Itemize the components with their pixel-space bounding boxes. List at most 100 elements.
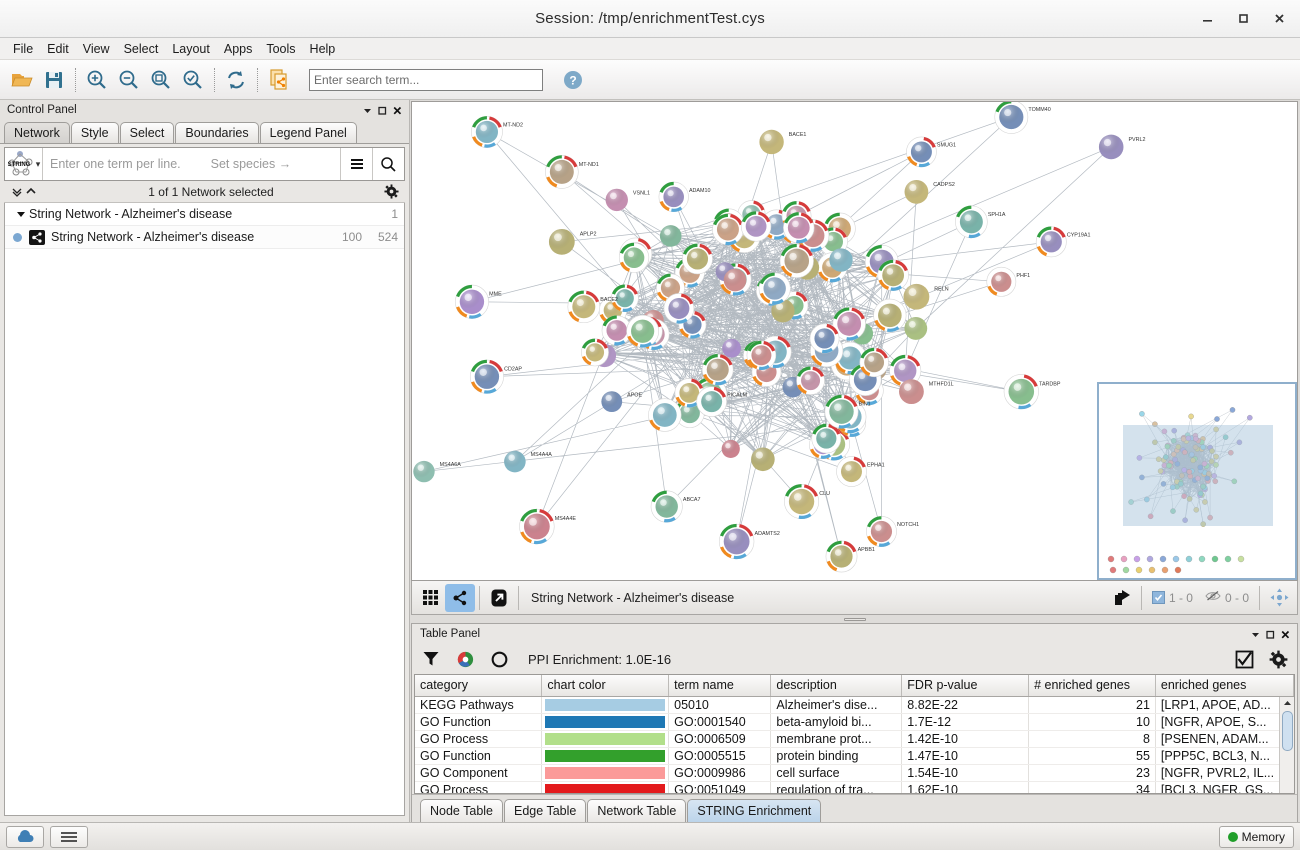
cell-fdr: 1.54E-10 xyxy=(901,764,1030,782)
table-row[interactable]: GO Process GO:0006509 membrane prot... 1.42… xyxy=(415,730,1294,748)
memory-status-button[interactable]: Memory xyxy=(1218,825,1294,848)
table-row[interactable]: GO Function GO:0005515 protein binding 1.47… xyxy=(415,747,1294,765)
export-image-icon[interactable] xyxy=(1107,584,1137,612)
string-logo-icon[interactable]: STRING ▾ xyxy=(5,148,43,180)
maximize-icon[interactable] xyxy=(1226,4,1260,34)
search-input[interactable]: Enter search term... xyxy=(309,68,543,91)
enrichment-table-rows[interactable]: KEGG Pathways 05010 Alzheimer's dise... 8.8… xyxy=(415,696,1294,793)
close-panel-icon[interactable] xyxy=(390,103,405,118)
panel-splitter[interactable] xyxy=(410,615,1300,623)
donut-ring-icon[interactable] xyxy=(488,648,510,670)
tab-select[interactable]: Select xyxy=(119,122,175,143)
tab-edge-table[interactable]: Edge Table xyxy=(504,799,587,822)
network-tree-root[interactable]: String Network - Alzheimer's disease 1 xyxy=(5,203,404,226)
cell-genes: [PSENEN, ADAM... xyxy=(1155,730,1294,748)
tab-boundaries[interactable]: Boundaries xyxy=(175,122,259,143)
zoom-in-icon[interactable] xyxy=(81,64,113,96)
toolbar-separator xyxy=(214,67,215,92)
birds-eye-view[interactable] xyxy=(1097,382,1297,580)
share-network-icon[interactable] xyxy=(445,583,475,612)
open-folder-icon[interactable] xyxy=(6,64,38,96)
search-icon[interactable] xyxy=(372,148,404,180)
expand-all-icon[interactable] xyxy=(24,186,38,198)
tab-style[interactable]: Style xyxy=(70,122,119,143)
scroll-up-icon[interactable] xyxy=(1281,697,1294,710)
pie-chart-icon[interactable] xyxy=(454,648,476,670)
set-species-link[interactable]: Set species → xyxy=(210,157,292,171)
enrichment-table-body-scroll[interactable]: KEGG Pathways 05010 Alzheimer's dise... 8.8… xyxy=(415,696,1294,793)
network-tree[interactable]: String Network - Alzheimer's disease 1 S… xyxy=(4,203,405,816)
table-vertical-scrollbar[interactable] xyxy=(1279,696,1294,793)
help-icon[interactable]: ? xyxy=(557,64,589,96)
column-header-fdr-p-value[interactable]: FDR p-value xyxy=(901,675,1030,697)
save-icon[interactable] xyxy=(38,64,70,96)
cell-description: membrane prot... xyxy=(770,730,903,748)
column-header-description[interactable]: description xyxy=(770,675,903,697)
zoom-fit-network-icon[interactable] xyxy=(145,64,177,96)
column-header-enriched-gene-count[interactable]: # enriched genes xyxy=(1028,675,1156,697)
menu-file[interactable]: File xyxy=(13,41,34,56)
birds-eye-viewport[interactable] xyxy=(1122,424,1274,526)
chevron-down-icon[interactable] xyxy=(360,103,375,118)
menu-help[interactable]: Help xyxy=(309,41,336,56)
chevron-down-icon[interactable] xyxy=(1248,627,1263,642)
list-icon[interactable] xyxy=(50,825,88,848)
hamburger-menu-icon[interactable] xyxy=(340,148,372,180)
scrollbar-thumb[interactable] xyxy=(1281,710,1293,751)
enrichment-table-body: KEGG Pathways 05010 Alzheimer's dise... 8.8… xyxy=(415,696,1294,793)
tab-legend-panel[interactable]: Legend Panel xyxy=(259,122,357,143)
column-header-chart-color[interactable]: chart color xyxy=(541,675,670,697)
tab-network-table[interactable]: Network Table xyxy=(587,799,687,822)
zoom-fit-selected-icon[interactable] xyxy=(177,64,209,96)
float-panel-icon[interactable] xyxy=(375,103,390,118)
network-view[interactable]: MT-ND2 MT-ND1 VSNL1 CD2AP MS4A4A MS4A6A MS4A4E… xyxy=(411,101,1298,581)
collapse-all-icon[interactable] xyxy=(10,186,24,198)
tab-string-enrichment[interactable]: STRING Enrichment xyxy=(687,799,822,822)
svg-text:MS4A4E: MS4A4E xyxy=(555,516,577,522)
menu-layout[interactable]: Layout xyxy=(172,41,210,56)
expand-triangle-icon[interactable] xyxy=(13,209,29,219)
column-header-term-name[interactable]: term name xyxy=(668,675,772,697)
column-header-enriched-genes[interactable]: enriched genes xyxy=(1155,675,1294,697)
table-row[interactable]: GO Process GO:0051049 regulation of tra...… xyxy=(415,781,1294,793)
grid-layout-icon[interactable] xyxy=(415,584,445,612)
enrichment-table[interactable]: category chart color term name descripti… xyxy=(414,674,1295,794)
zoom-out-icon[interactable] xyxy=(113,64,145,96)
checkbox-checked-icon[interactable] xyxy=(1233,648,1255,670)
checkbox-checked-icon[interactable] xyxy=(1151,591,1165,604)
menu-edit[interactable]: Edit xyxy=(47,41,69,56)
svg-text:STRING: STRING xyxy=(7,162,30,168)
network-graph[interactable]: MT-ND2 MT-ND1 VSNL1 CD2AP MS4A4A MS4A6A MS4A4E… xyxy=(412,102,1297,579)
close-panel-icon[interactable] xyxy=(1278,627,1293,642)
tab-network[interactable]: Network xyxy=(4,122,70,143)
close-icon[interactable] xyxy=(1262,4,1296,34)
menu-view[interactable]: View xyxy=(82,41,110,56)
menu-apps[interactable]: Apps xyxy=(223,41,253,56)
selected-node-count[interactable]: 1 - 0 xyxy=(1146,591,1199,605)
svg-text:CYP19A1: CYP19A1 xyxy=(1067,233,1091,239)
gear-icon[interactable] xyxy=(1267,648,1289,670)
float-panel-icon[interactable] xyxy=(1263,627,1278,642)
cloud-icon[interactable] xyxy=(6,825,44,848)
splitter-grip[interactable] xyxy=(844,617,866,621)
refresh-icon[interactable] xyxy=(220,64,252,96)
gear-icon[interactable] xyxy=(384,184,399,199)
svg-text:ABCA7: ABCA7 xyxy=(683,497,701,503)
fit-content-icon[interactable] xyxy=(1264,584,1294,612)
filter-funnel-icon[interactable] xyxy=(420,648,442,670)
open-external-icon[interactable] xyxy=(484,584,514,612)
export-network-icon[interactable] xyxy=(263,64,295,96)
svg-text:PHF1: PHF1 xyxy=(1016,273,1030,279)
hidden-node-count[interactable]: 0 - 0 xyxy=(1199,590,1255,605)
network-tree-item[interactable]: String Network - Alzheimer's disease 100… xyxy=(5,226,404,249)
table-row[interactable]: GO Component GO:0009986 cell surface 1.54E-… xyxy=(415,764,1294,782)
tab-node-table[interactable]: Node Table xyxy=(420,799,504,822)
string-term-input[interactable]: Enter one term per line. Set species → xyxy=(43,148,340,180)
minimize-icon[interactable] xyxy=(1190,4,1224,34)
column-header-category[interactable]: category xyxy=(415,675,543,697)
table-row[interactable]: KEGG Pathways 05010 Alzheimer's dise... 8.8… xyxy=(415,696,1294,714)
menu-tools[interactable]: Tools xyxy=(266,41,296,56)
cell-chart-color xyxy=(541,781,670,793)
menu-select[interactable]: Select xyxy=(123,41,159,56)
table-row[interactable]: GO Function GO:0001540 beta-amyloid bi... 1… xyxy=(415,713,1294,731)
